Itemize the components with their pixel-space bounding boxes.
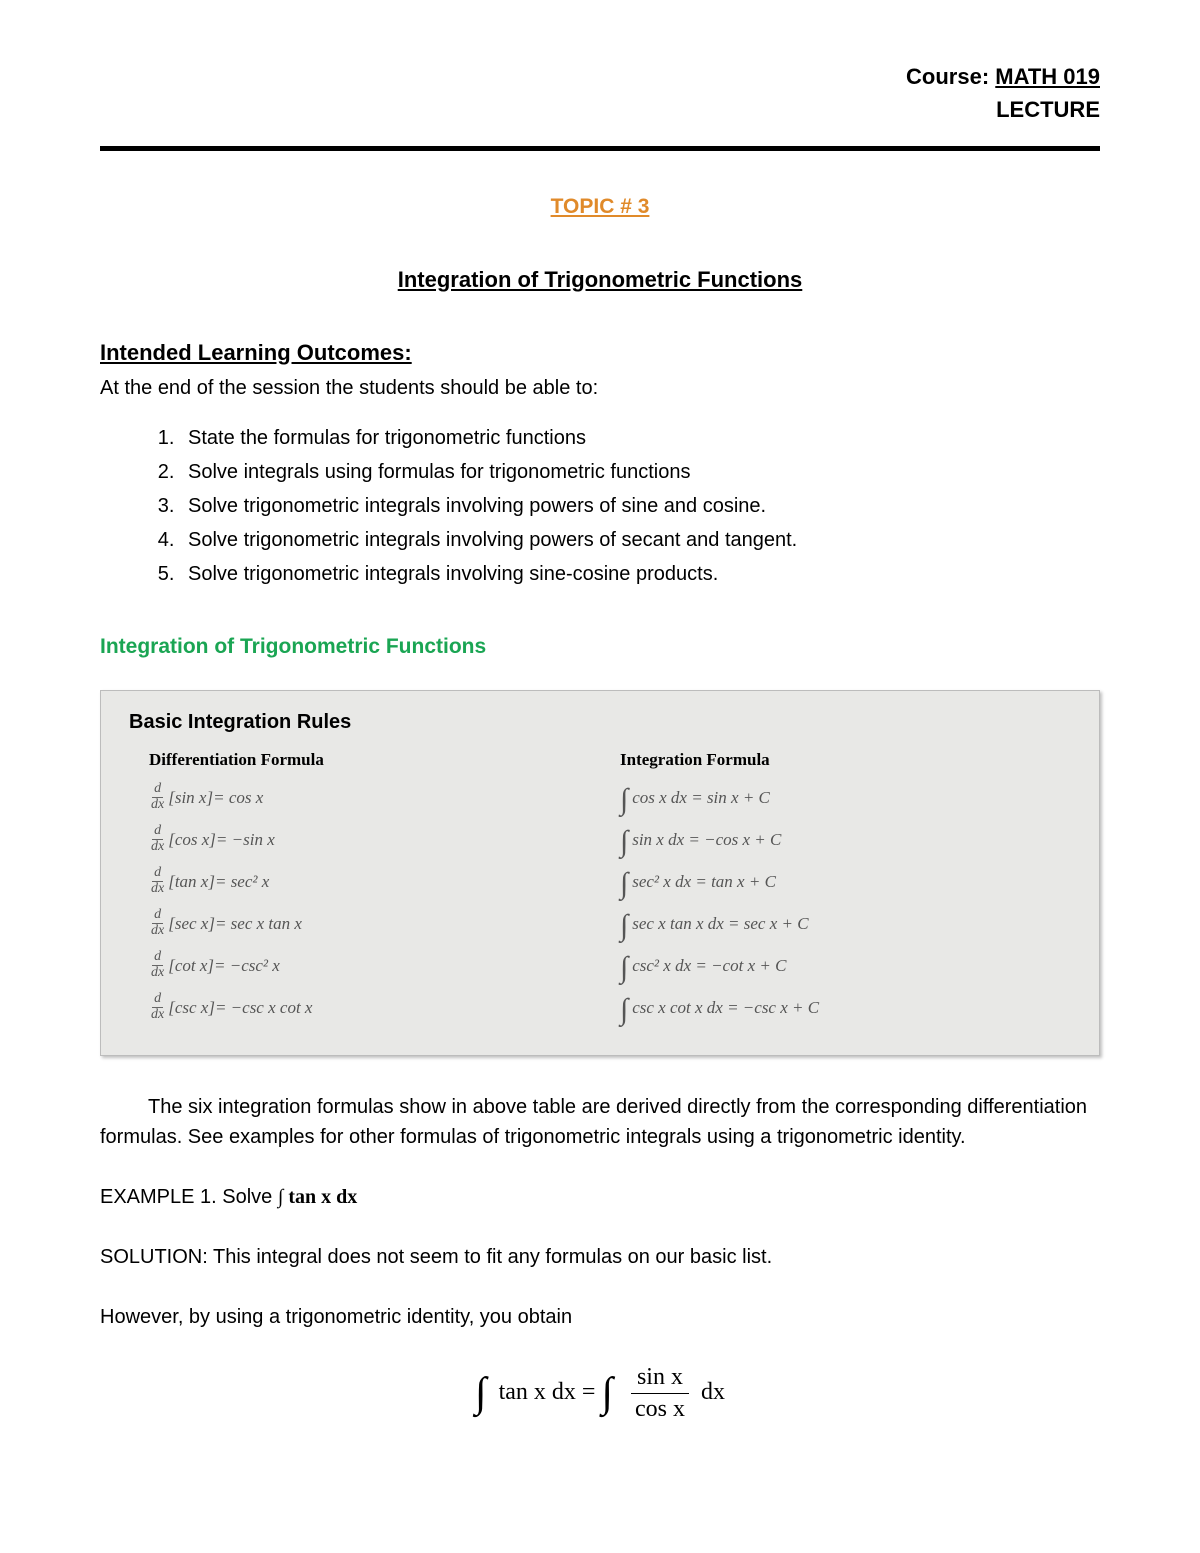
d-dx-fraction: ddx xyxy=(149,866,166,896)
diff-formula-row: ddx [cos x] = −sin x xyxy=(149,823,600,857)
lecture-label: LECTURE xyxy=(996,97,1100,122)
topic-number: TOPIC # 3 xyxy=(100,191,1100,223)
example-1-label: EXAMPLE 1. Solve ∫ tan x dx xyxy=(100,1182,1100,1212)
rules-box-title: Basic Integration Rules xyxy=(129,707,1071,737)
ilo-heading: Intended Learning Outcomes: xyxy=(100,336,1100,369)
ilo-list: State the formulas for trigonometric fun… xyxy=(180,421,1100,591)
course-label: Course: xyxy=(906,64,995,89)
example-prefix: EXAMPLE 1. Solve xyxy=(100,1186,278,1208)
int-formula-row: ∫csc² x dx = −cot x + C xyxy=(620,949,1071,983)
section-heading: Integration of Trigonometric Functions xyxy=(100,631,1100,663)
eq-lhs: tan x dx xyxy=(499,1379,576,1405)
integral-icon: ∫ xyxy=(475,1362,487,1425)
integral-icon: ∫ xyxy=(620,998,628,1022)
diff-formula-row: ddx [tan x] = sec² x xyxy=(149,865,600,899)
int-formula-row: ∫sec x tan x dx = sec x + C xyxy=(620,907,1071,941)
diff-formula-row: ddx [csc x] = −csc x cot x xyxy=(149,991,600,1025)
eq-tail: dx xyxy=(701,1379,725,1405)
ilo-intro: At the end of the session the students s… xyxy=(100,373,1100,403)
ilo-item: Solve trigonometric integrals involving … xyxy=(180,489,1100,523)
course-code: MATH 019 xyxy=(995,64,1100,89)
d-dx-fraction: ddx xyxy=(149,950,166,980)
integral-icon: ∫ xyxy=(620,914,628,938)
example-math: ∫ tan x dx xyxy=(278,1186,357,1208)
int-column-head: Integration Formula xyxy=(620,747,1071,773)
d-dx-fraction: ddx xyxy=(149,992,166,1022)
centered-equation: ∫ tan x dx = ∫ sin x cos x dx xyxy=(100,1362,1100,1425)
diff-formula-row: ddx [cot x] = −csc² x xyxy=(149,949,600,983)
d-dx-fraction: ddx xyxy=(149,782,166,812)
int-formula-row: ∫csc x cot x dx = −csc x + C xyxy=(620,991,1071,1025)
d-dx-fraction: ddx xyxy=(149,824,166,854)
integral-icon: ∫ xyxy=(601,1362,613,1425)
eq-equals: = xyxy=(582,1379,602,1405)
ilo-item: Solve trigonometric integrals involving … xyxy=(180,523,1100,557)
page-header: Course: MATH 019 LECTURE xyxy=(100,60,1100,126)
page-title: Integration of Trigonometric Functions xyxy=(100,263,1100,296)
integration-column: Integration Formula ∫cos x dx = sin x + … xyxy=(600,747,1071,1033)
integral-icon: ∫ xyxy=(620,788,628,812)
explanatory-paragraph: The six integration formulas show in abo… xyxy=(100,1092,1100,1152)
int-formula-row: ∫cos x dx = sin x + C xyxy=(620,781,1071,815)
int-formula-row: ∫sec² x dx = tan x + C xyxy=(620,865,1071,899)
diff-formula-row: ddx [sec x] = sec x tan x xyxy=(149,907,600,941)
diff-formula-row: ddx [sin x] = cos x xyxy=(149,781,600,815)
eq-fraction: sin x cos x xyxy=(629,1364,691,1422)
int-formula-row: ∫sin x dx = −cos x + C xyxy=(620,823,1071,857)
ilo-item: Solve trigonometric integrals involving … xyxy=(180,557,1100,591)
integral-icon: ∫ xyxy=(620,830,628,854)
d-dx-fraction: ddx xyxy=(149,908,166,938)
diff-column-head: Differentiation Formula xyxy=(149,747,600,773)
however-line: However, by using a trigonometric identi… xyxy=(100,1302,1100,1332)
divider-thick xyxy=(100,146,1100,151)
ilo-item: Solve integrals using formulas for trigo… xyxy=(180,455,1100,489)
integral-icon: ∫ xyxy=(620,956,628,980)
basic-integration-rules-box: Basic Integration Rules Differentiation … xyxy=(100,690,1100,1056)
solution-line: SOLUTION: This integral does not seem to… xyxy=(100,1242,1100,1272)
integral-icon: ∫ xyxy=(620,872,628,896)
ilo-item: State the formulas for trigonometric fun… xyxy=(180,421,1100,455)
differentiation-column: Differentiation Formula ddx [sin x] = co… xyxy=(129,747,600,1033)
